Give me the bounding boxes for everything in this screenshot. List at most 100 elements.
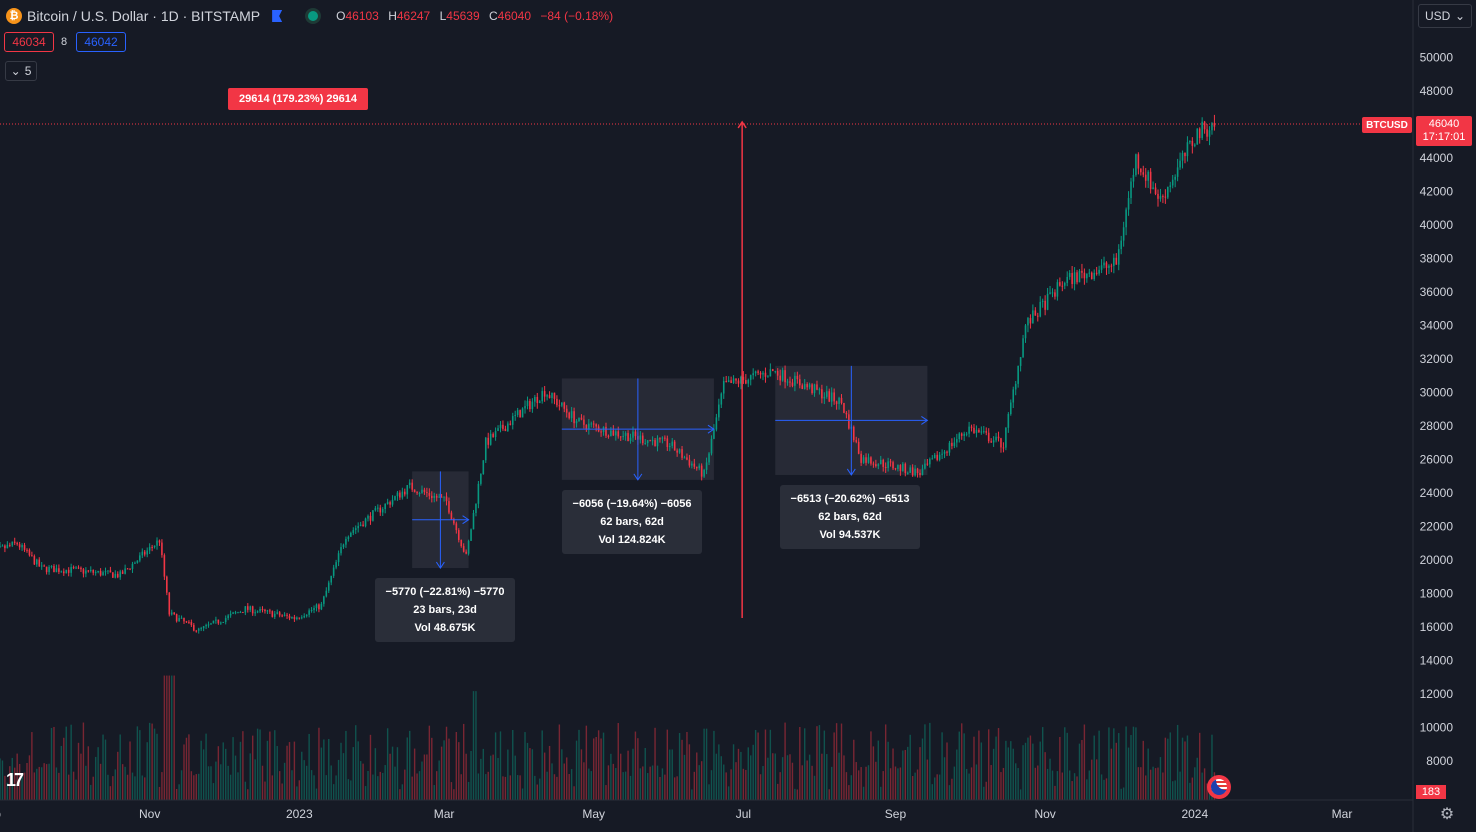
- measure-stats-box[interactable]: −6513 (−20.62%) −6513 62 bars, 62d Vol 9…: [780, 485, 920, 549]
- candle-body: [1196, 128, 1199, 145]
- volume-bar: [850, 775, 853, 800]
- candle-body: [823, 396, 826, 399]
- candle-body: [754, 371, 757, 374]
- volume-bar: [686, 731, 688, 800]
- volume-bar: [688, 744, 691, 800]
- candle-body: [789, 381, 791, 383]
- volume-bar: [541, 730, 543, 800]
- candle-body: [1009, 402, 1012, 415]
- candle-body: [426, 492, 428, 494]
- candle-body: [735, 378, 737, 381]
- volume-bar: [828, 789, 830, 800]
- volume-bar: [934, 777, 936, 800]
- volume-bar: [475, 691, 477, 800]
- us-flag-icon[interactable]: [1207, 775, 1231, 799]
- candle-body: [916, 468, 919, 474]
- volume-bar: [956, 749, 958, 800]
- measure-stats-box[interactable]: −6056 (−19.64%) −6056 62 bars, 62d Vol 1…: [562, 490, 702, 554]
- candle-body: [325, 590, 328, 597]
- symbol-title[interactable]: Bitcoin / U.S. Dollar · 1D · BITSTAMP: [27, 8, 261, 24]
- candle-body: [1198, 128, 1201, 139]
- volume-bar: [318, 727, 320, 800]
- candle-body: [163, 555, 166, 577]
- volume-bar: [482, 748, 485, 800]
- candle-body: [273, 613, 276, 617]
- candle-body: [1135, 154, 1137, 175]
- candle-body: [970, 426, 973, 428]
- candle-body: [430, 495, 433, 499]
- candle-body: [767, 376, 769, 378]
- indicator-count: 5: [24, 64, 32, 78]
- candle-body: [11, 541, 14, 546]
- currency-select[interactable]: USD ⌄: [1418, 4, 1472, 28]
- flag-icon[interactable]: [272, 10, 283, 22]
- volume-bar: [909, 734, 911, 800]
- market-status-icon[interactable]: [308, 11, 319, 21]
- volume-bar: [293, 741, 296, 800]
- volume-bar: [872, 746, 875, 800]
- candle-body: [1078, 270, 1081, 283]
- volume-bar: [1059, 736, 1061, 800]
- last-price-value: 46040: [1428, 118, 1460, 130]
- buy-price-button[interactable]: 46042: [76, 32, 126, 52]
- volume-bar: [988, 729, 990, 800]
- candle-body: [681, 449, 683, 458]
- volume-bar: [512, 729, 514, 800]
- volume-bar: [526, 742, 529, 800]
- volume-bar: [700, 761, 703, 800]
- volume-bar: [777, 783, 779, 800]
- candle-body: [4, 545, 6, 549]
- candle-body: [183, 617, 185, 622]
- candle-body: [622, 435, 624, 437]
- candle-body: [313, 607, 315, 611]
- candle-body: [1100, 265, 1103, 270]
- volume-bar: [786, 755, 789, 800]
- volume-bar: [975, 764, 978, 800]
- measure-up-label[interactable]: 29614 (179.23%) 29614: [228, 88, 368, 110]
- measure-stats-box[interactable]: −5770 (−22.81%) −5770 23 bars, 23d Vol 4…: [375, 578, 515, 642]
- candle-body: [418, 492, 421, 494]
- candle-body: [193, 625, 195, 631]
- candle-body: [394, 496, 396, 500]
- volume-bar: [637, 738, 639, 800]
- time-tick-label: Nov: [139, 807, 160, 821]
- volume-bar: [409, 730, 411, 800]
- candle-body: [293, 617, 296, 620]
- volume-bar: [1068, 770, 1071, 800]
- sell-price-button[interactable]: 46034: [4, 32, 54, 52]
- volume-bar: [661, 768, 664, 800]
- candle-body: [619, 436, 622, 438]
- candle-body: [921, 468, 924, 476]
- volume-bar: [247, 789, 249, 800]
- candle-body: [330, 575, 333, 583]
- candle-body: [40, 565, 43, 567]
- candle-body: [195, 630, 198, 632]
- candle-body: [384, 503, 386, 510]
- volume-bar: [175, 788, 178, 800]
- volume-bar: [563, 763, 565, 800]
- gear-icon[interactable]: ⚙: [1439, 806, 1455, 823]
- tradingview-logo-icon[interactable]: 17: [6, 770, 24, 790]
- candle-body: [227, 615, 229, 619]
- volume-bar: [1073, 773, 1076, 800]
- volume-bar: [808, 754, 811, 800]
- volume-bar: [833, 732, 835, 800]
- candle-body: [536, 396, 539, 403]
- candle-body: [960, 433, 963, 436]
- volume-bar: [171, 675, 173, 800]
- candle-body: [1005, 427, 1007, 448]
- volume-bar: [507, 749, 509, 800]
- volume-bar: [1093, 735, 1095, 800]
- candle-body: [224, 618, 227, 623]
- volume-bar: [323, 739, 325, 800]
- candle-body: [124, 568, 126, 574]
- candle-body: [987, 432, 990, 442]
- candle-body: [168, 592, 171, 615]
- indicators-collapse-button[interactable]: ⌄ 5: [5, 61, 37, 81]
- candle-body: [1152, 187, 1154, 190]
- candle-body: [487, 437, 490, 445]
- volume-bar: [904, 750, 906, 800]
- volume-bar: [1137, 767, 1140, 800]
- candle-body: [715, 417, 718, 430]
